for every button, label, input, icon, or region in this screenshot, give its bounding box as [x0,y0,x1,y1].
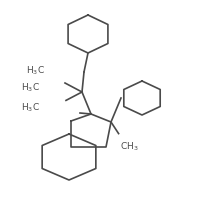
Text: H$_3$C: H$_3$C [21,82,40,94]
Text: H$_3$C: H$_3$C [26,65,45,77]
Text: H$_3$C: H$_3$C [21,102,40,114]
Text: CH$_3$: CH$_3$ [120,140,139,153]
